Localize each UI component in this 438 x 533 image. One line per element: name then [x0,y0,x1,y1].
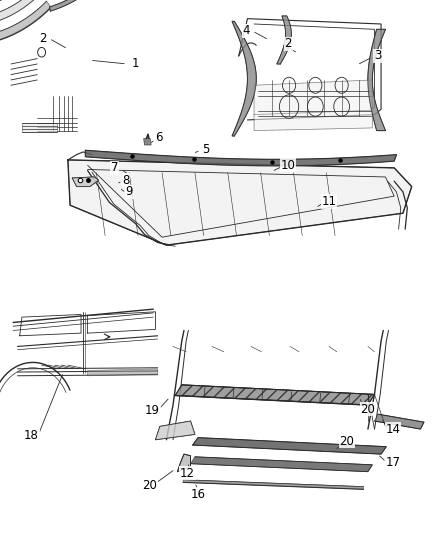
Polygon shape [254,80,372,131]
Polygon shape [175,385,374,405]
Text: 18: 18 [24,430,39,442]
Text: 14: 14 [386,423,401,435]
Polygon shape [72,177,99,187]
Text: 19: 19 [145,404,160,417]
Text: 16: 16 [191,488,205,500]
Polygon shape [88,369,158,376]
Polygon shape [374,414,424,429]
Text: 20: 20 [360,403,375,416]
Polygon shape [49,0,81,11]
Text: 11: 11 [322,195,337,208]
Polygon shape [85,150,396,166]
Polygon shape [368,29,385,131]
Text: 4: 4 [243,25,251,37]
Text: 2: 2 [39,32,47,45]
Polygon shape [193,438,386,454]
Text: 20: 20 [142,479,157,491]
Polygon shape [0,1,51,44]
Polygon shape [0,0,31,6]
Polygon shape [144,139,151,145]
Polygon shape [232,21,256,136]
Polygon shape [191,457,372,472]
Polygon shape [68,160,412,245]
Text: 6: 6 [155,131,163,144]
Text: 10: 10 [281,159,296,172]
Polygon shape [22,123,57,132]
Text: 3: 3 [374,50,381,62]
Text: 7: 7 [111,161,119,174]
Text: 9: 9 [125,185,133,198]
Polygon shape [183,480,364,489]
Text: 20: 20 [339,435,354,448]
Polygon shape [0,0,41,25]
Polygon shape [277,16,291,64]
Text: 8: 8 [123,174,130,187]
Text: 1: 1 [132,58,140,70]
Text: 2: 2 [284,37,292,50]
Text: 5: 5 [202,143,209,156]
Text: 17: 17 [386,456,401,469]
Polygon shape [155,421,195,440]
Polygon shape [177,454,191,472]
Text: 12: 12 [180,467,195,480]
